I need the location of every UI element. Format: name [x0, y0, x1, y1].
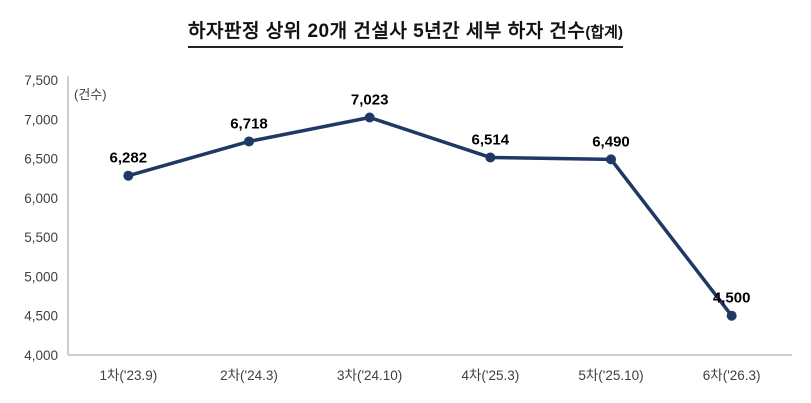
line-series	[126, 115, 734, 318]
x-tick-label: 3차('24.10)	[337, 368, 402, 383]
data-point	[606, 154, 616, 165]
data-label: 7,023	[351, 91, 389, 108]
x-tick-label: 4차('25.3)	[461, 368, 519, 383]
data-label: 6,490	[592, 133, 630, 150]
y-tick-label: 5,000	[24, 269, 58, 284]
data-point	[485, 152, 496, 163]
data-point	[364, 112, 375, 123]
chart-title-underline: 하자판정 상위 20개 건설사 5년간 세부 하자 건수(합계)	[188, 16, 623, 48]
data-label: 6,282	[110, 150, 148, 167]
y-tick-label: 7,000	[24, 112, 58, 127]
x-tick-label: 6차('26.3)	[703, 368, 761, 383]
data-label: 6,718	[230, 115, 268, 132]
y-axis-unit-label: (건수)	[74, 87, 107, 102]
y-tick-label: 4,000	[24, 348, 58, 363]
y-tick-label: 6,000	[24, 191, 58, 206]
data-point	[726, 310, 737, 321]
x-tick-label: 2차('24.3)	[220, 368, 278, 383]
y-tick-label: 4,500	[24, 309, 58, 324]
x-tick-label: 1차('23.9)	[99, 368, 157, 383]
data-label: 4,500	[713, 290, 751, 307]
chart-title: 하자판정 상위 20개 건설사 5년간 세부 하자 건수(합계)	[0, 0, 811, 48]
data-point	[244, 136, 254, 147]
data-point	[123, 170, 134, 181]
y-tick-label: 7,500	[24, 73, 58, 88]
chart-title-suffix: (합계)	[585, 24, 623, 41]
line-chart: 7,500 7,000 6,500 6,000 5,500 5,000 4,500 4,000…	[24, 73, 792, 383]
y-tick-label: 6,500	[24, 152, 58, 167]
y-tick-label: 5,500	[24, 230, 58, 245]
chart-title-main: 하자판정 상위 20개 건설사 5년간 세부 하자 건수	[188, 21, 586, 42]
x-tick-label: 5차('25.10)	[578, 368, 643, 383]
data-label: 6,514	[472, 131, 510, 148]
chart-area: 7,500 7,000 6,500 6,000 5,500 5,000 4,500 4,000…	[0, 52, 811, 397]
